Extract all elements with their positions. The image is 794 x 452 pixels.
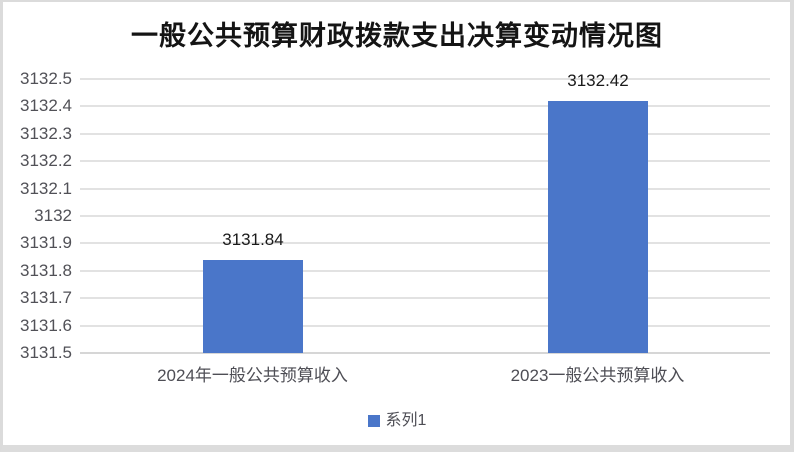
y-axis-tick-label: 3131.8 [20, 261, 72, 280]
gridline [80, 325, 770, 327]
data-label: 3131.84 [222, 230, 284, 249]
y-axis-tick-label: 3131.6 [20, 316, 72, 335]
gridline [80, 215, 770, 217]
legend-swatch-icon [367, 415, 380, 427]
plot-area: 3131.84 3132.42 [80, 71, 770, 354]
y-axis-tick-label: 3132.5 [20, 69, 72, 88]
y-axis-tick-label: 3132.3 [20, 124, 72, 143]
y-axis-tick-label: 3132.1 [20, 179, 72, 198]
gridline [80, 270, 770, 272]
legend-label: 系列1 [385, 412, 427, 429]
gridline [80, 242, 770, 244]
data-label: 3132.42 [567, 71, 629, 90]
gridline [80, 352, 770, 354]
gridline [80, 78, 770, 80]
bar-2024年一般公共预算收入 [203, 260, 303, 353]
y-axis-tick-label: 3132.2 [20, 151, 72, 170]
x-axis-category-label: 2023一般公共预算收入 [510, 366, 685, 385]
x-axis: 2024年一般公共预算收入 2023一般公共预算收入 [80, 364, 770, 388]
chart-title: 一般公共预算财政拨款支出决算变动情况图 [131, 21, 663, 51]
bar-2023一般公共预算收入 [548, 101, 648, 353]
gridline [80, 188, 770, 190]
legend: 系列1 [0, 411, 794, 431]
gridline [80, 105, 770, 107]
y-axis-tick-label: 3132.4 [20, 96, 72, 115]
gridline [80, 133, 770, 135]
gridline [80, 160, 770, 162]
y-axis-tick-label: 3131.5 [20, 343, 72, 362]
y-axis-tick-label: 3132 [34, 206, 72, 225]
y-axis-tick-label: 3131.7 [20, 288, 72, 307]
y-axis-tick-label: 3131.9 [20, 233, 72, 252]
gridline [80, 297, 770, 299]
x-axis-category-label: 2024年一般公共预算收入 [157, 366, 348, 385]
